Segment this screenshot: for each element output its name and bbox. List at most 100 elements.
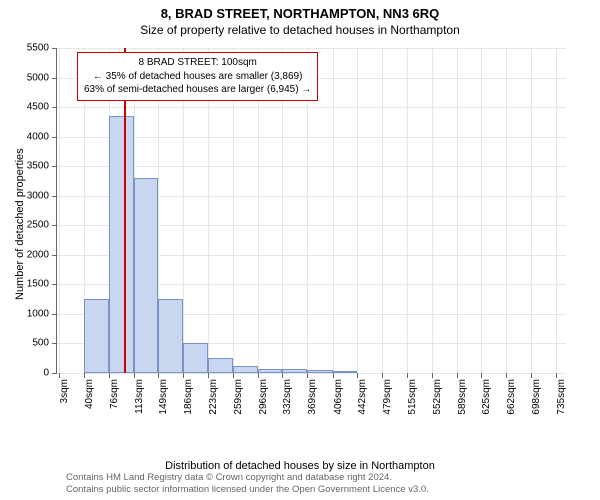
histogram-bar: [158, 299, 183, 373]
xtick-mark: [407, 373, 408, 378]
ytick-mark: [52, 78, 57, 79]
xtick-label: 735sqm: [556, 379, 567, 415]
xtick-mark: [183, 373, 184, 378]
gridline-vertical: [59, 48, 60, 373]
gridline-vertical: [506, 48, 507, 373]
ytick-label: 5500: [27, 43, 49, 54]
annotation-line-3: 63% of semi-detached houses are larger (…: [84, 83, 311, 97]
plot-area: 0500100015002000250030003500400045005000…: [56, 48, 566, 374]
ytick-mark: [52, 166, 57, 167]
histogram-bar: [333, 371, 357, 373]
xtick-mark: [531, 373, 532, 378]
xtick-label: 589sqm: [457, 379, 468, 415]
ytick-label: 3500: [27, 161, 49, 172]
gridline-vertical: [333, 48, 334, 373]
xtick-mark: [333, 373, 334, 378]
xtick-label: 698sqm: [531, 379, 542, 415]
xtick-mark: [59, 373, 60, 378]
chart-subtitle: Size of property relative to detached ho…: [0, 21, 600, 41]
x-axis-label: Distribution of detached houses by size …: [0, 460, 600, 472]
footnote: Contains HM Land Registry data © Crown c…: [66, 472, 429, 496]
ytick-mark: [52, 196, 57, 197]
xtick-mark: [382, 373, 383, 378]
gridline-vertical: [407, 48, 408, 373]
histogram-bar: [258, 369, 282, 373]
xtick-mark: [432, 373, 433, 378]
xtick-label: 369sqm: [307, 379, 318, 415]
xtick-label: 76sqm: [109, 379, 120, 409]
xtick-mark: [109, 373, 110, 378]
xtick-label: 40sqm: [84, 379, 95, 409]
xtick-mark: [134, 373, 135, 378]
xtick-mark: [506, 373, 507, 378]
xtick-mark: [258, 373, 259, 378]
ytick-label: 1500: [27, 279, 49, 290]
ytick-mark: [52, 137, 57, 138]
ytick-label: 4500: [27, 102, 49, 113]
ytick-label: 500: [32, 338, 49, 349]
ytick-label: 2500: [27, 220, 49, 231]
xtick-mark: [282, 373, 283, 378]
ytick-label: 1000: [27, 308, 49, 319]
histogram-bar: [134, 178, 158, 373]
xtick-label: 515sqm: [407, 379, 418, 415]
xtick-label: 186sqm: [183, 379, 194, 415]
ytick-mark: [52, 314, 57, 315]
xtick-mark: [84, 373, 85, 378]
ytick-mark: [52, 225, 57, 226]
footnote-line-1: Contains HM Land Registry data © Crown c…: [66, 472, 429, 484]
ytick-mark: [52, 255, 57, 256]
ytick-mark: [52, 107, 57, 108]
xtick-label: 442sqm: [357, 379, 368, 415]
ytick-mark: [52, 343, 57, 344]
histogram-bar: [208, 358, 232, 373]
xtick-label: 223sqm: [208, 379, 219, 415]
footnote-line-2: Contains public sector information licen…: [66, 484, 429, 496]
xtick-mark: [208, 373, 209, 378]
gridline-vertical: [457, 48, 458, 373]
xtick-label: 625sqm: [481, 379, 492, 415]
xtick-label: 479sqm: [382, 379, 393, 415]
histogram-bar: [233, 366, 258, 373]
xtick-label: 406sqm: [333, 379, 344, 415]
xtick-label: 113sqm: [134, 379, 145, 414]
xtick-label: 149sqm: [158, 379, 169, 415]
annotation-line-1: 8 BRAD STREET: 100sqm: [84, 56, 311, 70]
xtick-mark: [357, 373, 358, 378]
xtick-label: 3sqm: [59, 379, 70, 403]
gridline-vertical: [531, 48, 532, 373]
annotation-line-2: ← 35% of detached houses are smaller (3,…: [84, 70, 311, 84]
xtick-label: 259sqm: [233, 379, 244, 415]
ytick-label: 2000: [27, 249, 49, 260]
xtick-mark: [307, 373, 308, 378]
xtick-label: 552sqm: [432, 379, 443, 415]
histogram-bar: [307, 370, 332, 373]
ytick-mark: [52, 48, 57, 49]
gridline-vertical: [556, 48, 557, 373]
histogram-bar: [109, 116, 134, 373]
xtick-mark: [233, 373, 234, 378]
ytick-mark: [52, 284, 57, 285]
ytick-mark: [52, 373, 57, 374]
xtick-label: 662sqm: [506, 379, 517, 415]
gridline-vertical: [382, 48, 383, 373]
annotation-box: 8 BRAD STREET: 100sqm← 35% of detached h…: [77, 52, 318, 101]
gridline-vertical: [481, 48, 482, 373]
xtick-label: 296sqm: [258, 379, 269, 415]
y-axis-label: Number of detached properties: [14, 148, 26, 300]
ytick-label: 0: [43, 368, 49, 379]
gridline-vertical: [357, 48, 358, 373]
xtick-label: 332sqm: [282, 379, 293, 415]
ytick-label: 5000: [27, 72, 49, 83]
histogram-bar: [282, 369, 307, 373]
chart-title: 8, BRAD STREET, NORTHAMPTON, NN3 6RQ: [0, 0, 600, 21]
xtick-mark: [556, 373, 557, 378]
xtick-mark: [481, 373, 482, 378]
ytick-label: 3000: [27, 190, 49, 201]
gridline-vertical: [432, 48, 433, 373]
xtick-mark: [158, 373, 159, 378]
histogram-bar: [183, 343, 208, 373]
histogram-bar: [84, 299, 108, 373]
xtick-mark: [457, 373, 458, 378]
ytick-label: 4000: [27, 131, 49, 142]
